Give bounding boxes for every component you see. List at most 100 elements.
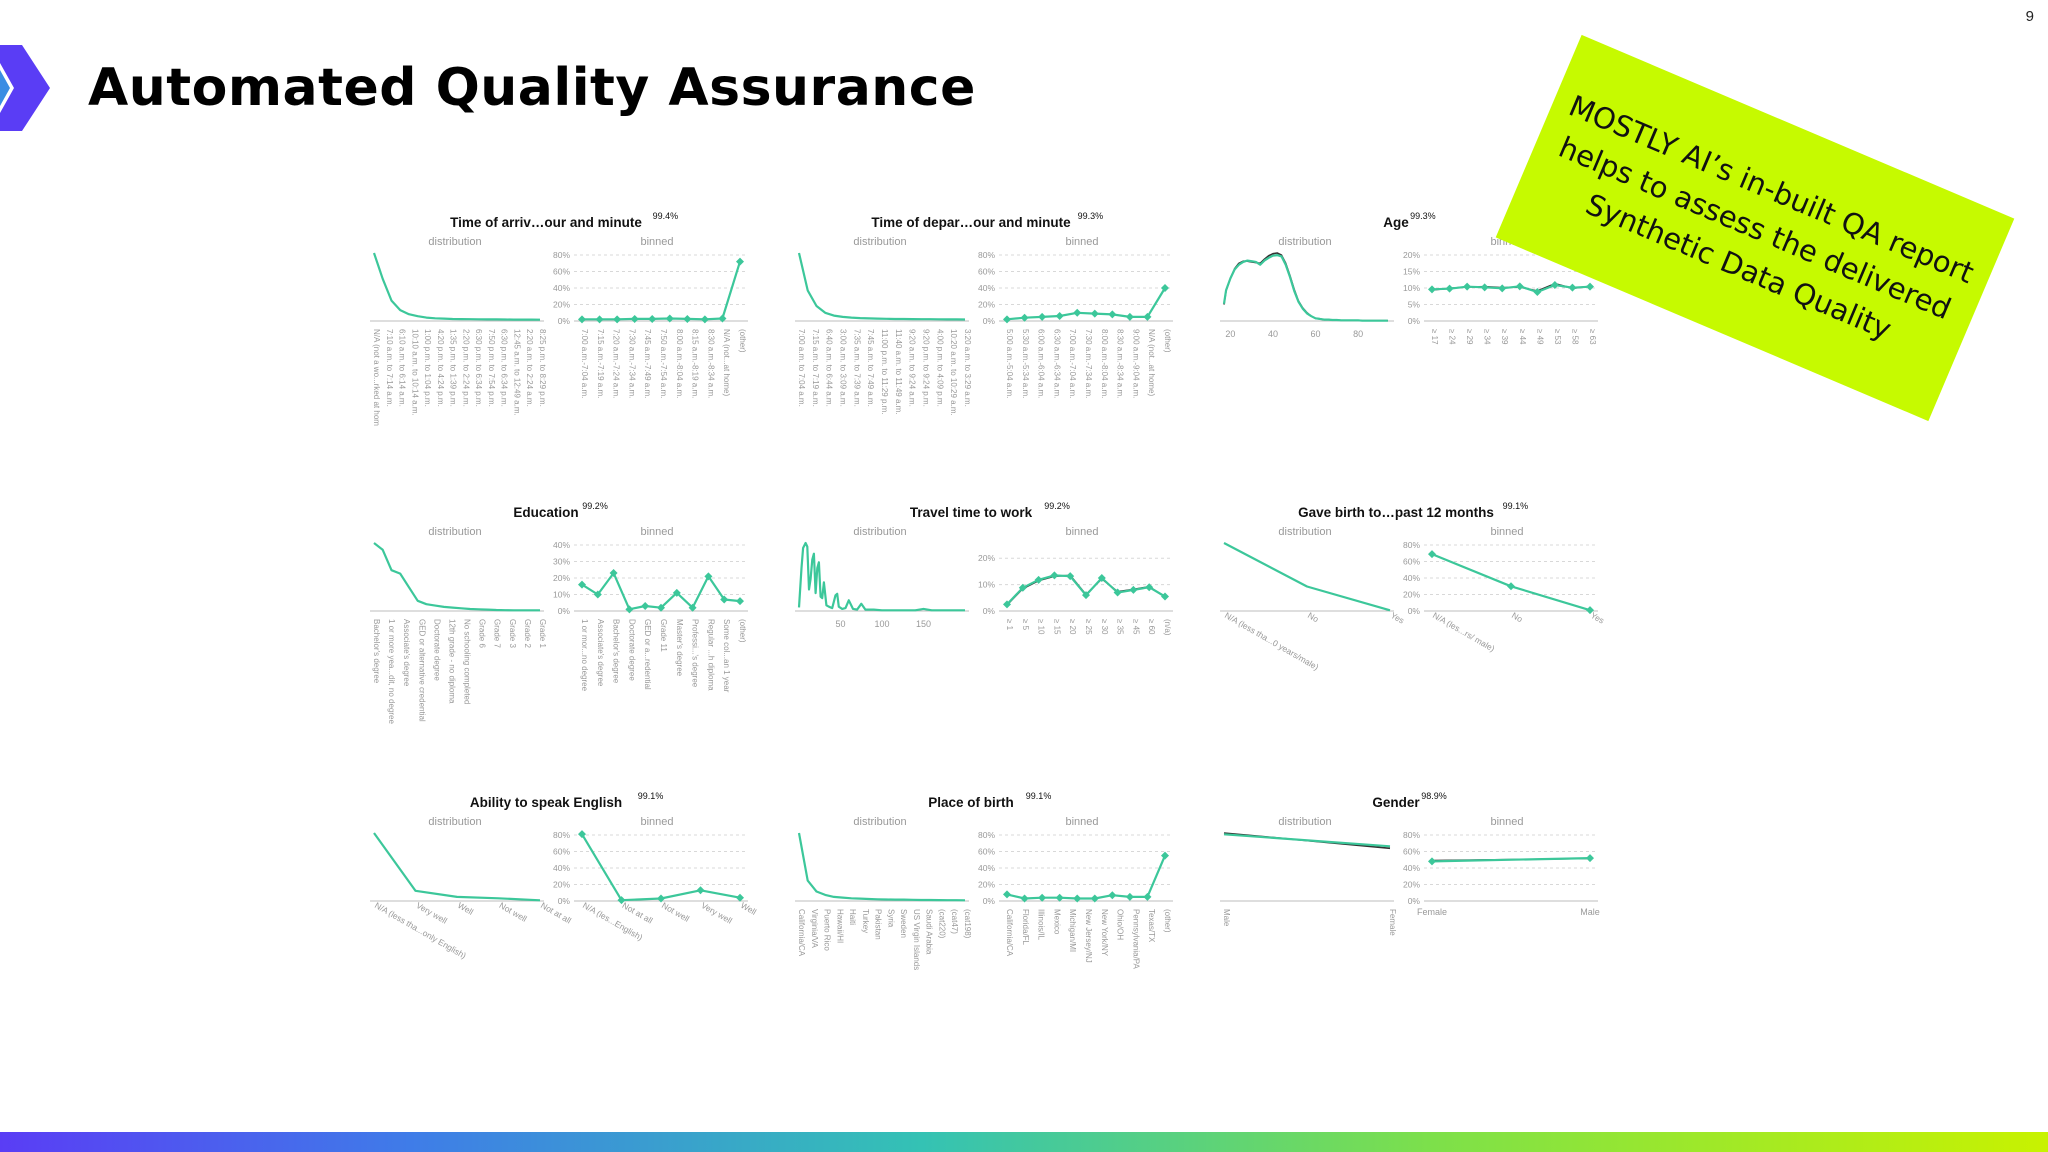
- binned-y-tick-0: 0%: [983, 316, 996, 326]
- binned-y-tick-4: 80%: [553, 250, 570, 260]
- binned-point-0: [1003, 315, 1011, 324]
- distribution-x-label-6: No schooling completed: [463, 619, 472, 704]
- binned-x-label-9: N/A (not...at home): [722, 329, 731, 396]
- binned-point-2: [1463, 282, 1472, 291]
- distribution-x-label-2: 6:10 a.m. to 6:14 a.m.: [398, 329, 407, 407]
- binned-x-label-1: No: [1510, 610, 1525, 624]
- binned-x-label-0: Female: [1417, 907, 1447, 917]
- distribution-synthetic-line: [797, 252, 966, 321]
- distribution-x-label-1: 7:15 a.m. to 7:19 a.m.: [811, 329, 820, 407]
- binned-x-label-1: Associate's degree: [596, 619, 605, 687]
- binned-x-label-8: 9:00 a.m.-9:04 a.m.: [1131, 329, 1140, 398]
- qa-panel-gave-birth: Gave birth to…past 12 months 99.1% distrib…: [1210, 493, 1610, 778]
- binned-y-tick-1: 10%: [553, 590, 570, 600]
- distribution-x-label-4: 7:35 a.m. to 7:39 a.m.: [852, 329, 861, 407]
- binned-x-label-0: ≥ 17: [1430, 329, 1439, 345]
- binned-point-2: [1038, 893, 1047, 902]
- accuracy-score: 99.3%: [1410, 211, 1436, 221]
- distribution-x-label-9: 7:50 p.m. to 7:54 p.m.: [487, 329, 496, 407]
- binned-x-label-3: Mexico: [1052, 909, 1061, 935]
- binned-y-tick-4: 80%: [1403, 830, 1420, 840]
- binned-point-6: [1533, 287, 1542, 296]
- binned-y-tick-3: 15%: [1403, 267, 1420, 277]
- binned-y-tick-3: 60%: [978, 847, 995, 857]
- chart-title: Education: [513, 505, 578, 520]
- binned-point-6: [683, 314, 692, 323]
- binned-x-label-3: Doctorate degree: [627, 619, 636, 681]
- distribution-synthetic-line: [373, 542, 540, 612]
- binned-synthetic-line: [1431, 283, 1591, 294]
- binned-x-label-1: ≥ 24: [1448, 329, 1457, 345]
- binned-y-tick-3: 60%: [978, 267, 995, 277]
- binned-y-tick-0: 0%: [558, 606, 571, 616]
- binned-point-6: [1108, 310, 1117, 319]
- binned-y-tick-0: 0%: [558, 316, 571, 326]
- distribution-x-label-0: Bachelor's degree: [372, 619, 381, 684]
- binned-y-tick-2: 20%: [978, 553, 995, 563]
- distribution-x-label-1: 1 or more yea...dit, no degree: [387, 619, 396, 725]
- binned-y-tick-2: 40%: [553, 283, 570, 293]
- binned-y-tick-3: 60%: [1403, 557, 1420, 567]
- binned-point-2: [609, 569, 618, 578]
- binned-x-label-6: New York/NY: [1100, 909, 1109, 957]
- distribution-x-label-1: No: [1306, 610, 1321, 624]
- page-number: 9: [2025, 8, 2034, 25]
- binned-y-tick-1: 20%: [553, 880, 570, 890]
- distribution-x-label-7: Grade 6: [478, 619, 487, 648]
- binned-point-3: [630, 314, 639, 323]
- binned-x-label-7: ≥ 35: [1116, 619, 1125, 635]
- binned-x-label-6: Master's degree: [675, 619, 684, 677]
- binned-x-label-10: (other): [738, 329, 747, 353]
- distribution-x-label-2: Puerto Rico: [823, 909, 832, 951]
- binned-point-8: [1143, 312, 1152, 321]
- binned-synthetic-line: [581, 833, 741, 902]
- distribution-x-label-8: Sweden: [899, 909, 908, 938]
- binned-x-label-0: N/A (les...rs/ male): [1431, 610, 1497, 654]
- binned-point-0: [1428, 857, 1436, 866]
- distribution-x-label-10: 4:00 p.m. to 4:09 p.m.: [935, 329, 944, 407]
- distribution-x-label-9: 9:20 p.m. to 9:24 p.m.: [922, 329, 931, 407]
- distribution-x-label-8: Grade 7: [493, 619, 502, 648]
- binned-y-tick-0: 0%: [983, 896, 996, 906]
- binned-point-1: [1507, 582, 1515, 591]
- distribution-x-label-1: Virginia/VA: [810, 909, 819, 949]
- binned-label: binned: [1490, 526, 1523, 538]
- binned-synthetic-line: [1006, 855, 1167, 900]
- distribution-synthetic-line: [1223, 542, 1391, 612]
- binned-label: binned: [1065, 526, 1098, 538]
- binned-x-label-8: ≥ 58: [1570, 329, 1579, 345]
- accuracy-score: 99.1%: [638, 791, 664, 801]
- binned-x-label-9: ≥ 63: [1588, 329, 1597, 345]
- distribution-x-label-11: 12:45 a.m. to 12:49 a.m.: [512, 329, 521, 416]
- distribution-x-label-13: 8:25 p.m. to 8:29 p.m.: [538, 329, 547, 407]
- binned-point-6: [1097, 574, 1106, 582]
- chart-title: Gave birth to…past 12 months: [1298, 505, 1494, 520]
- binned-point-0: [1428, 550, 1436, 559]
- chart-title: Ability to speak English: [470, 795, 622, 810]
- binned-x-label-3: ≥ 34: [1483, 329, 1492, 345]
- binned-y-tick-1: 10%: [978, 580, 995, 590]
- binned-y-tick-2: 40%: [1403, 573, 1420, 583]
- accuracy-score: 99.4%: [653, 211, 679, 221]
- binned-y-tick-2: 40%: [553, 863, 570, 873]
- distribution-x-label-11: (cat220): [937, 909, 946, 939]
- chart-gave-birth: Gave birth to…past 12 months 99.1% distrib…: [1220, 501, 1606, 672]
- accuracy-score: 99.1%: [1503, 501, 1529, 511]
- binned-x-label-5: Grade 11: [659, 619, 668, 652]
- distribution-x-label-4: 1:00 p.m. to 1:04 p.m.: [423, 329, 432, 407]
- chart-title: Age: [1383, 215, 1409, 230]
- binned-point-2: [1034, 575, 1043, 584]
- binned-point-5: [1082, 591, 1090, 600]
- binned-y-tick-3: 60%: [553, 847, 570, 857]
- binned-x-label-1: 7:15 a.m.-7:19 a.m.: [596, 329, 605, 398]
- distribution-x-label-10: 6:30 p.m. to 6:34 p.m.: [500, 329, 509, 407]
- binned-x-label-2: ≥ 10: [1037, 619, 1046, 635]
- distribution-x-label-8: 6:30 p.m. to 6:34 p.m.: [474, 329, 483, 407]
- binned-x-label-6: 8:00 a.m.-8:04 a.m.: [675, 329, 684, 398]
- distribution-x-label-2: Yes: [1389, 610, 1406, 626]
- page-title: Automated Quality Assurance: [88, 58, 976, 118]
- distribution-x-label-7: Syria: [886, 909, 895, 928]
- distribution-x-label-6: 11:00 p.m. to 11:29 p.m.: [880, 329, 889, 415]
- binned-x-label-1: Male: [1580, 907, 1600, 917]
- distribution-label: distribution: [853, 816, 906, 828]
